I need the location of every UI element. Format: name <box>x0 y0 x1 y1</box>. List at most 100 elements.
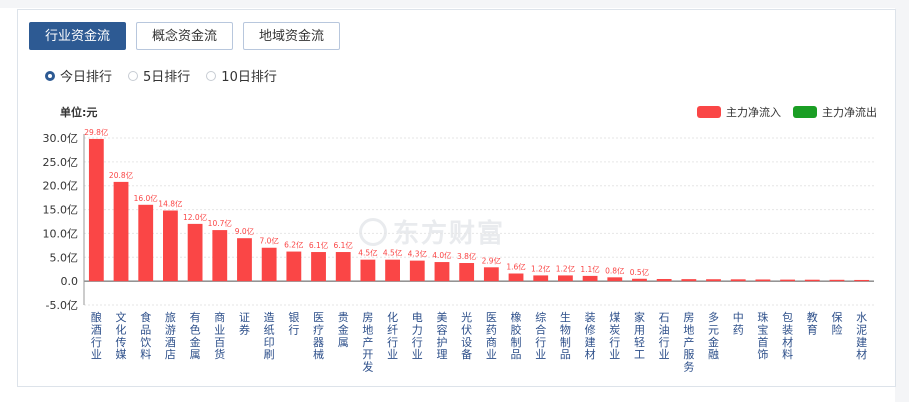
data-label: 1.6亿 <box>506 262 526 272</box>
legend-outflow-swatch <box>793 106 817 118</box>
y-tick-label: 25.0亿 <box>43 156 79 169</box>
x-tick-label: 生物制品 <box>560 310 571 361</box>
legend-outflow-label: 主力净流出 <box>822 106 877 119</box>
bar-26 <box>730 279 746 282</box>
bar-22 <box>632 278 647 282</box>
radio-10day-ranking[interactable]: 10日排行 <box>206 66 277 85</box>
unit-label: 单位:元 <box>60 106 98 119</box>
y-tick-label: 5.0亿 <box>50 251 79 264</box>
x-tick-label: 美容护理 <box>436 311 447 361</box>
x-tick-label: 证券 <box>239 311 250 336</box>
chart-legend: 主力净流入 主力净流出 <box>697 104 877 120</box>
x-tick-label: 文化传媒 <box>116 310 127 361</box>
bar-14 <box>434 262 450 282</box>
data-label: 0.8亿 <box>605 265 625 275</box>
bar-1 <box>113 181 129 282</box>
x-tick-label: 包装材料 <box>782 311 793 361</box>
bar-2 <box>138 204 154 282</box>
radio-today-ranking[interactable]: 今日排行 <box>45 66 112 85</box>
x-tick-label: 造纸印刷 <box>264 310 275 361</box>
data-label: 4.5亿 <box>358 248 378 258</box>
x-tick-label: 贵金属 <box>338 311 349 349</box>
x-tick-label: 多元金融 <box>708 310 719 361</box>
bar-28 <box>780 279 795 282</box>
bar-16 <box>483 267 499 282</box>
data-label: 1.2亿 <box>531 263 551 273</box>
legend-inflow-label: 主力净流入 <box>726 106 781 119</box>
bar-23 <box>656 278 672 282</box>
y-tick-label: 20.0亿 <box>43 180 79 193</box>
x-tick-label: 煤炭行业 <box>609 311 620 361</box>
tab-concept-flow[interactable]: 概念资金流 <box>136 22 234 50</box>
x-tick-label: 医药商业 <box>486 311 497 361</box>
data-label: 1.2亿 <box>556 263 576 273</box>
bar-29 <box>804 279 820 282</box>
x-tick-label: 房地产服务 <box>683 311 694 374</box>
watermark: 东方财富 <box>359 213 505 250</box>
data-label: 0.5亿 <box>630 267 650 277</box>
radio-5day-ranking[interactable]: 5日排行 <box>128 66 190 85</box>
bar-27 <box>755 279 771 282</box>
tab-region-flow[interactable]: 地域资金流 <box>243 22 341 50</box>
y-tick-label: 30.0亿 <box>43 132 79 145</box>
radio-today-label: 今日排行 <box>60 70 113 85</box>
bar-0 <box>88 138 104 282</box>
data-label: 6.1亿 <box>309 240 329 250</box>
bar-19 <box>558 275 573 282</box>
x-tick-label: 装修建材 <box>585 311 596 361</box>
x-tick-label: 石油行业 <box>659 311 670 361</box>
data-label: 4.0亿 <box>432 250 452 260</box>
x-tick-label: 家用轻工 <box>634 310 645 361</box>
data-label: 20.8亿 <box>109 170 134 180</box>
x-tick-label: 化纤行业 <box>387 310 398 361</box>
bar-20 <box>582 275 598 282</box>
bar-21 <box>607 277 623 282</box>
bar-11 <box>360 259 376 282</box>
x-tick-label: 水泥建材 <box>856 311 867 361</box>
x-tick-label: 食品饮料 <box>140 310 151 361</box>
data-label: 4.3亿 <box>408 249 428 259</box>
x-tick-label: 珠宝首饰 <box>757 310 768 361</box>
x-tick-label: 橡胶制品 <box>511 311 522 361</box>
tab-industry-flow[interactable]: 行业资金流 <box>29 22 127 50</box>
radio-unchecked-icon <box>128 70 139 81</box>
y-tick-label: -5.0亿 <box>46 299 78 312</box>
bar-24 <box>681 279 697 282</box>
x-tick-label: 有色金属 <box>190 310 201 361</box>
fund-flow-panel <box>17 9 896 387</box>
data-label: 4.5亿 <box>383 248 403 258</box>
data-label: 9.0亿 <box>235 226 255 236</box>
x-tick-label: 教育 <box>807 311 818 336</box>
legend-outflow[interactable]: 主力净流出 <box>793 104 877 120</box>
x-tick-label: 电力行业 <box>412 311 423 361</box>
x-tick-label: 旅游酒店 <box>165 310 176 361</box>
bar-10 <box>335 252 351 282</box>
bar-7 <box>261 247 277 282</box>
legend-inflow[interactable]: 主力净流入 <box>697 104 781 120</box>
data-label: 6.2亿 <box>284 240 304 250</box>
bar-4 <box>187 223 203 282</box>
y-tick-label: 0.0 <box>61 275 79 288</box>
bar-12 <box>385 259 400 282</box>
bar-31 <box>854 279 870 282</box>
x-tick-label: 商业百货 <box>214 310 225 361</box>
data-label: 12.0亿 <box>183 212 208 222</box>
y-tick-label: 10.0亿 <box>43 227 79 240</box>
bar-25 <box>706 279 721 282</box>
radio-5day-label: 5日排行 <box>143 70 191 85</box>
right-edge-strip <box>895 0 909 402</box>
x-tick-label: 中药 <box>733 311 744 336</box>
top-edge-strip <box>0 0 909 8</box>
ranking-period-radios: 今日排行 5日排行 10日排行 <box>45 66 277 85</box>
data-label: 10.7亿 <box>208 218 233 228</box>
x-tick-label: 保险 <box>831 310 842 336</box>
data-label: 3.8亿 <box>457 251 477 261</box>
x-tick-label: 酿酒行业 <box>91 310 102 361</box>
x-tick-label: 综合行业 <box>535 310 546 361</box>
data-label: 6.1亿 <box>334 240 354 250</box>
watermark-text: 东方财富 <box>393 219 506 249</box>
data-label: 14.8亿 <box>158 199 183 209</box>
data-label: 7.0亿 <box>259 236 279 246</box>
bar-18 <box>533 275 549 282</box>
